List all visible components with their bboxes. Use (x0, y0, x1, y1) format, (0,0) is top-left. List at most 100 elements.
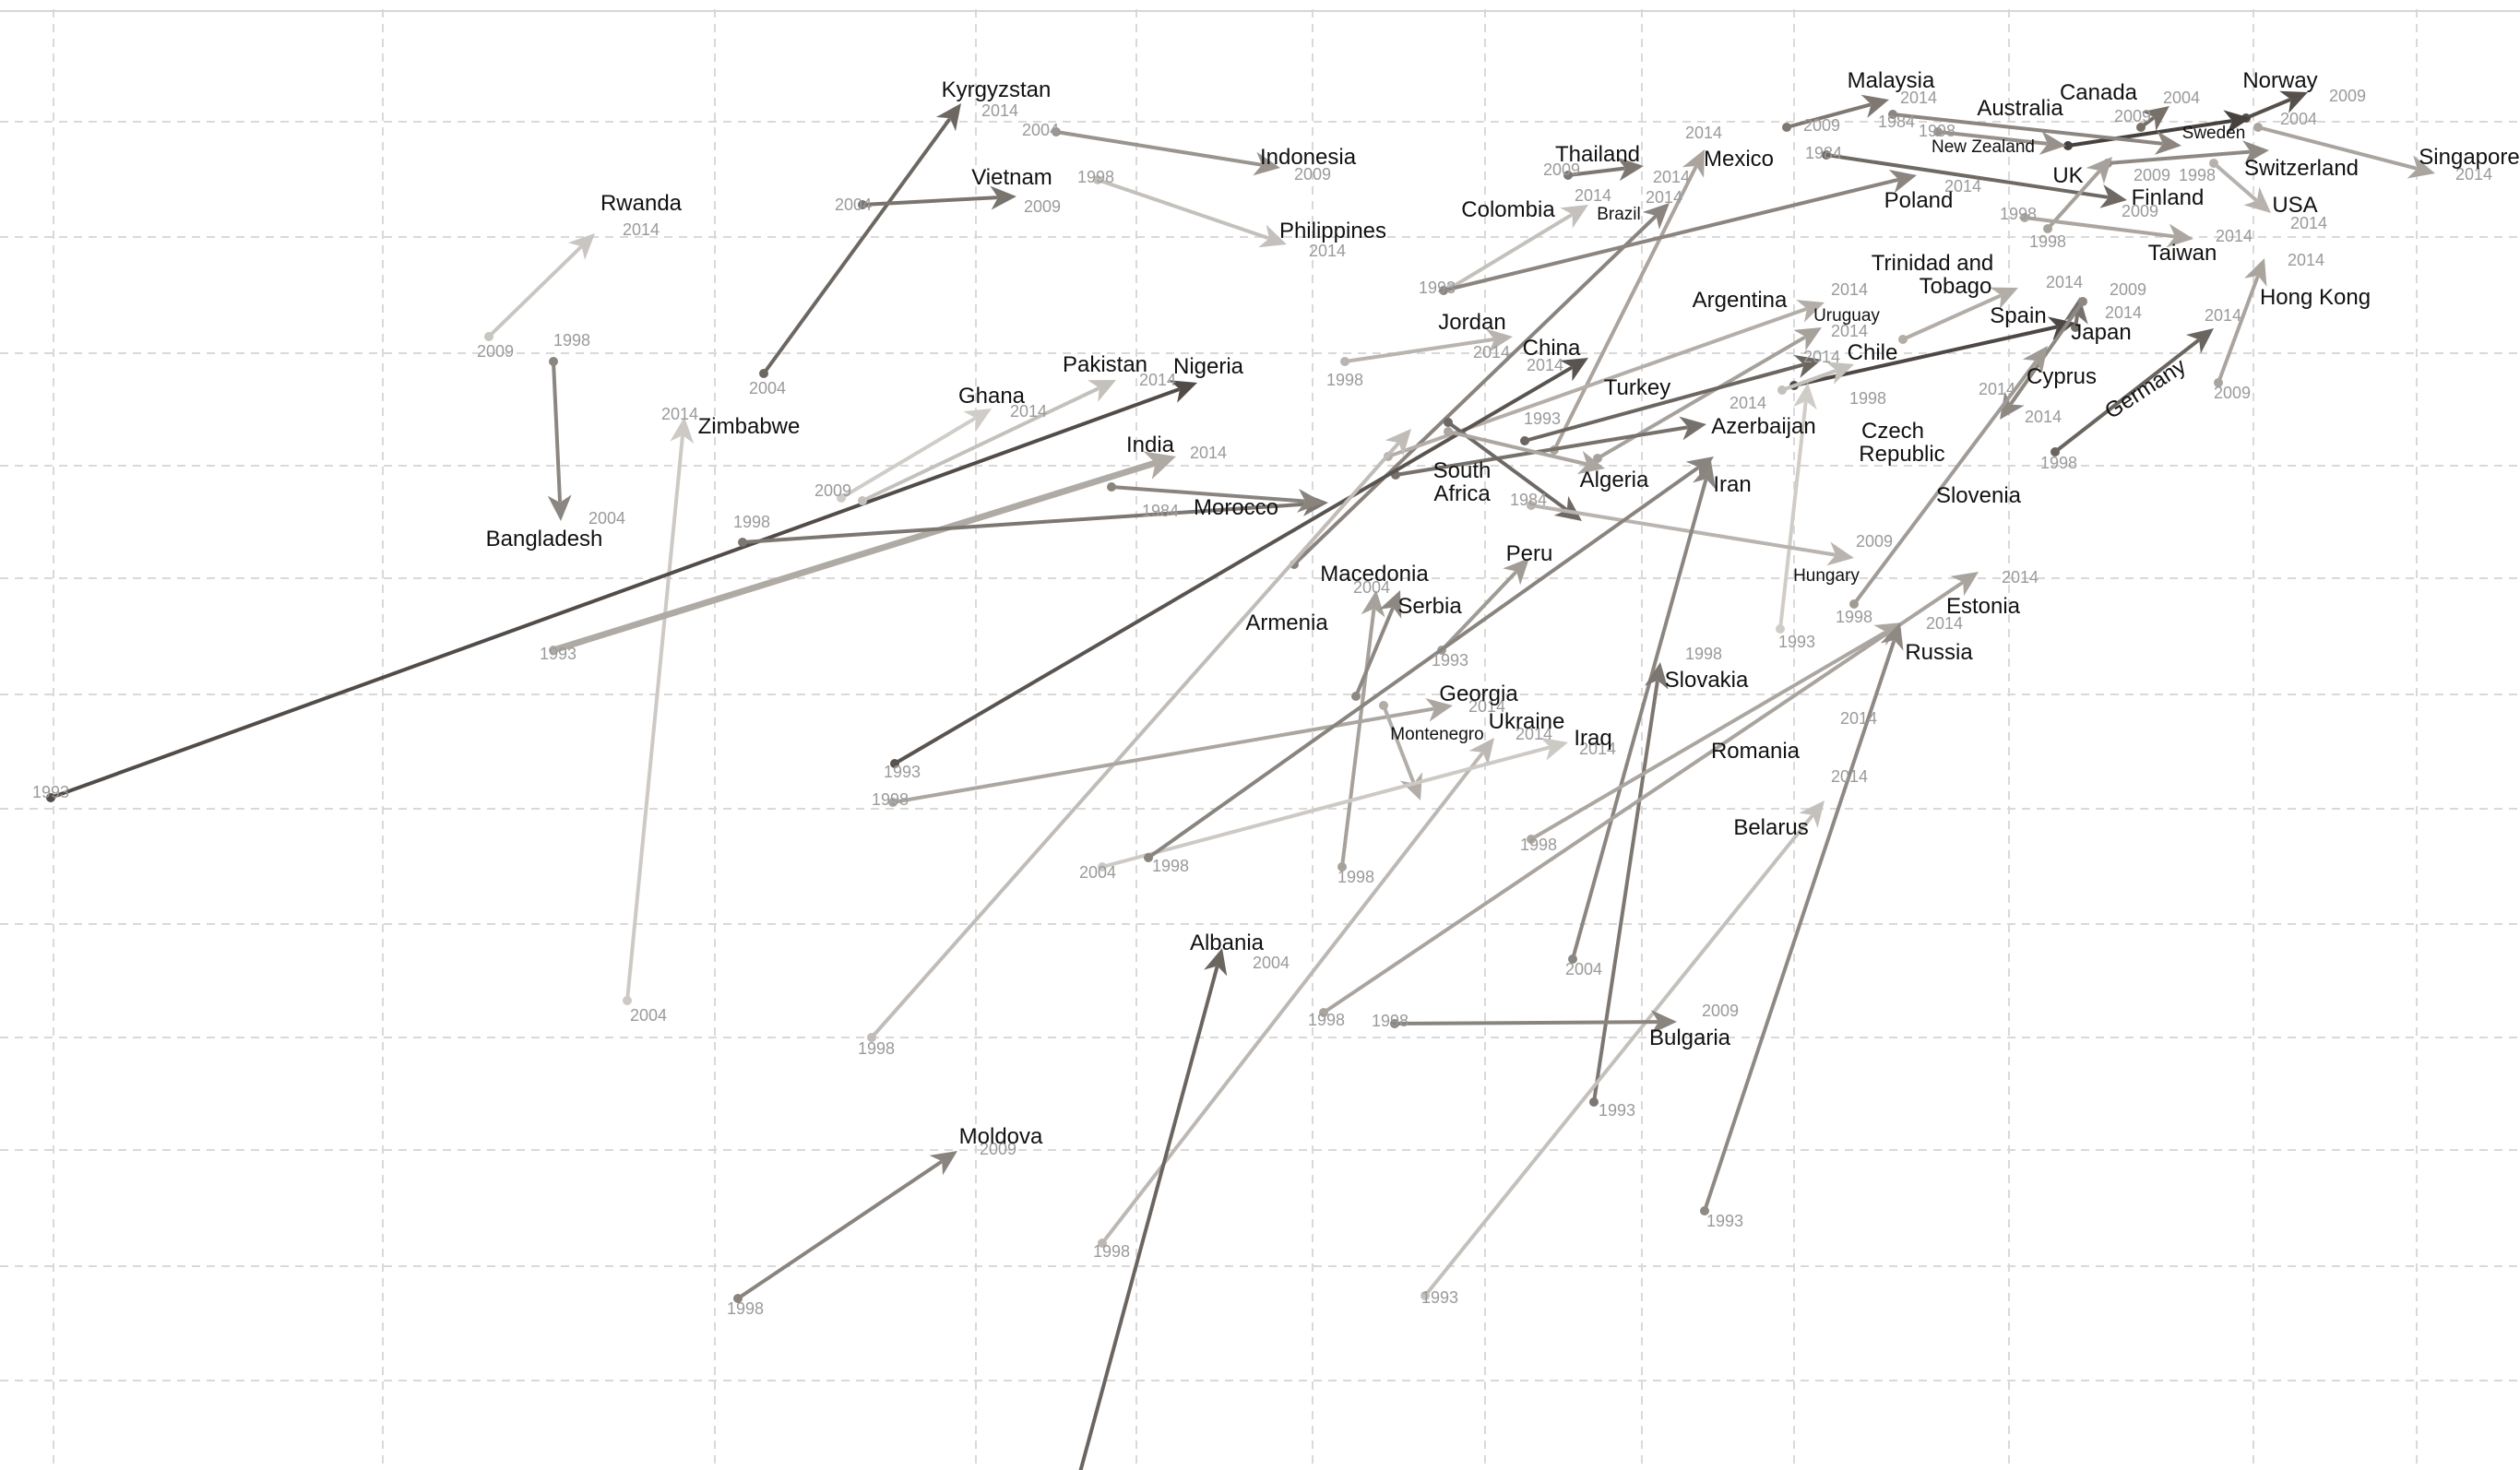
country-label: Albania (1190, 931, 1265, 955)
arrow-kyrgyzstan (759, 103, 961, 378)
country-label: Singapore (2419, 145, 2519, 170)
year-label: 1998 (1520, 836, 1557, 854)
country-label: Jordan (1438, 310, 1505, 335)
arrow-ghana (837, 409, 992, 503)
arrow-vietnam (858, 185, 1016, 210)
year-label: 1998 (2040, 454, 2077, 472)
year-label: 1998 (1326, 371, 1363, 389)
country-label: Pakistan (1063, 352, 1147, 377)
arrow-nigeria (46, 380, 1197, 802)
arrow-hong-kong (2214, 258, 2267, 387)
arrow-armenia (867, 429, 1411, 1042)
country-label: Peru (1506, 541, 1553, 566)
year-label: 2004 (1079, 863, 1116, 882)
year-label: 2014 (1831, 280, 1868, 299)
year-label: 2004 (2280, 110, 2317, 128)
country-label: Mexico (1704, 147, 1774, 172)
year-label: 2014 (2105, 303, 2142, 322)
year-label: 1998 (1919, 122, 1955, 140)
country-label: Canada (2060, 80, 2138, 105)
year-label: 2014 (1468, 697, 1505, 716)
year-label: 2004 (1565, 960, 1602, 978)
year-label: 2014 (1309, 242, 1346, 260)
country-label: Spain (1990, 303, 2046, 328)
year-label: 2014 (1653, 168, 1690, 186)
year-label: 2004 (749, 379, 786, 397)
arrow-canada (2136, 106, 2169, 132)
country-label: Turkey (1604, 375, 1670, 400)
country-label: Azerbaijan (1711, 414, 1815, 439)
country-label: Uruguay (1813, 306, 1880, 326)
country-label: Africa (1433, 481, 1491, 506)
country-label: Macedonia (1320, 562, 1429, 587)
year-label: 2014 (1516, 725, 1552, 743)
year-label: 1998 (1372, 1012, 1409, 1030)
country-label: UK (2052, 163, 2083, 188)
arrow-estonia (1319, 572, 1979, 1017)
chart-arrows (46, 90, 2435, 1470)
year-label: 2014 (2046, 273, 2083, 291)
year-label: 1993 (1778, 633, 1815, 651)
year-label: 2014 (1831, 322, 1868, 340)
year-label: 2004 (630, 1006, 667, 1025)
year-label: 2014 (2290, 214, 2327, 232)
country-label: Czech (1861, 419, 1924, 444)
country-label: India (1126, 433, 1175, 457)
country-label: Malaysia (1848, 68, 1935, 93)
year-label: 2014 (1803, 348, 1840, 366)
country-label: Ukraine (1489, 709, 1565, 734)
year-label: 1993 (1421, 1288, 1458, 1307)
country-label: Republic (1859, 442, 1944, 467)
year-label: 1998 (2000, 205, 2037, 223)
arrow-trinidad-and-tobago (1898, 287, 2018, 344)
arrow-azerbaijan (1391, 416, 1706, 480)
arrow-belarus (1420, 800, 1825, 1300)
arrow-zimbabwe (623, 417, 695, 1005)
country-label: Vietnam (971, 165, 1052, 190)
country-label: Poland (1884, 188, 1954, 213)
year-label: 1998 (1836, 608, 1872, 626)
country-label: Finland (2132, 185, 2205, 210)
year-label: 1998 (727, 1299, 764, 1318)
year-label: 2014 (2205, 306, 2241, 325)
year-label: 2014 (661, 405, 698, 423)
arrow-india (549, 451, 1176, 655)
country-label: Armenia (1245, 611, 1328, 635)
country-label: Rwanda (600, 191, 683, 216)
year-label: 1993 (1706, 1212, 1743, 1230)
country-label: Russia (1905, 640, 1973, 665)
year-label: 2009 (2214, 384, 2251, 402)
year-label: 1998 (2179, 166, 2216, 184)
year-label: 2014 (2002, 568, 2039, 587)
arrow-sweden (1888, 110, 2181, 155)
country-label: Indonesia (1260, 145, 1357, 170)
year-label: 1993 (884, 763, 921, 781)
year-label: 1998 (553, 331, 590, 350)
arrow-albania (1078, 948, 1228, 1470)
country-label: Trinidad and (1872, 251, 1994, 276)
year-label: 1998 (1152, 857, 1189, 875)
arrow-thailand (1563, 157, 1644, 182)
year-label: 2014 (1190, 444, 1227, 462)
country-label: Montenegro (1390, 725, 1483, 744)
country-label: Argentina (1693, 288, 1788, 313)
arrow-finland (1822, 150, 2127, 208)
year-label: 1993 (1599, 1101, 1635, 1120)
arrow-rwanda (484, 233, 595, 341)
arrow-montenegro (1379, 701, 1422, 800)
country-label: Hungary (1793, 566, 1860, 586)
arrow-uk (2043, 157, 2112, 233)
country-label: Bangladesh (486, 527, 603, 551)
year-label: 2009 (2114, 107, 2151, 125)
country-label: Slovenia (1936, 483, 2022, 508)
arrow-moldova (733, 1151, 957, 1303)
country-label: Switzerland (2244, 156, 2359, 181)
country-label: Norway (2242, 68, 2317, 93)
country-label: Tobago (1920, 274, 1992, 299)
arrow-russia (1700, 622, 1904, 1215)
arrow-germany (2050, 328, 2214, 456)
country-label: Morocco (1194, 495, 1278, 520)
country-label: Slovakia (1665, 668, 1749, 693)
year-label: 1984 (1878, 113, 1915, 131)
year-label: 1998 (1308, 1011, 1345, 1029)
